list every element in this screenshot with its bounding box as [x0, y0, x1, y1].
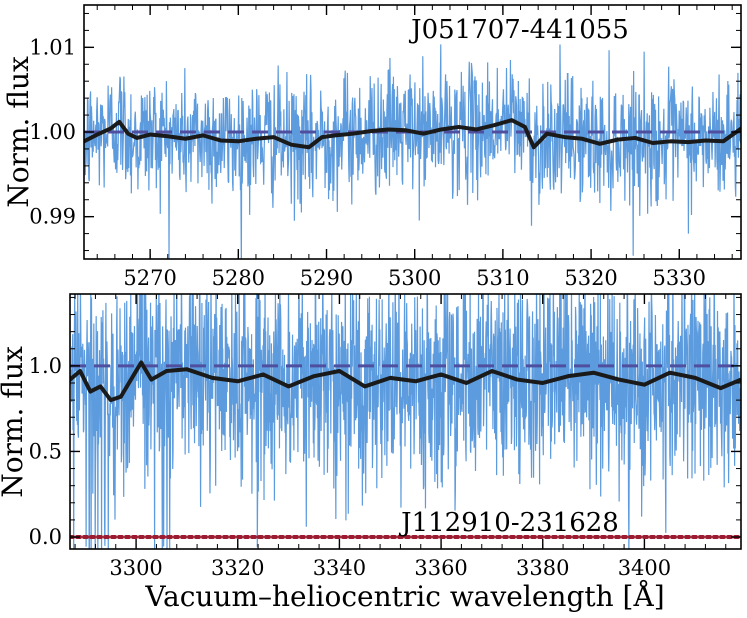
- panel-bottom-plot-area: [70, 294, 741, 549]
- x-tick-label: 5300: [388, 266, 441, 290]
- panel-top-plot-area: [84, 44, 741, 259]
- panel-top: 5270 5280 5290 5300 5310 5320 5330 0.99 1.00 1.01…: [2, 4, 742, 290]
- x-tick-label: 5320: [564, 266, 617, 290]
- y-tick-label: 1.00: [29, 120, 76, 144]
- y-tick-label: 0.99: [29, 205, 76, 229]
- x-tick-label: 5280: [212, 266, 265, 290]
- x-tick-label: 3400: [618, 556, 671, 580]
- y-tick-label: 1.01: [29, 35, 76, 59]
- shared-xlabel: Vacuum–heliocentric wavelength [Å]: [144, 580, 664, 613]
- panel-bottom-ticks: 3300 3320 3340 3360 3380 3400 0.0 0.5 1.0: [29, 294, 741, 580]
- x-tick-label: 3320: [211, 556, 264, 580]
- panel-bottom-ylabel: Norm. flux: [0, 346, 29, 498]
- x-tick-label: 3300: [109, 556, 162, 580]
- x-tick-label: 5270: [123, 266, 176, 290]
- x-tick-label: 5330: [653, 266, 706, 290]
- panel-bottom-frame: [69, 293, 742, 550]
- series-smoothed: [70, 360, 741, 403]
- panel-top-title: J051707-441055: [408, 15, 629, 45]
- panel-top-frame: [83, 4, 742, 260]
- y-tick-label: 0.5: [29, 439, 62, 463]
- x-tick-label: 3360: [414, 556, 467, 580]
- y-tick-label: 1.0: [29, 354, 62, 378]
- panel-top-ylabel: Norm. flux: [2, 56, 35, 208]
- x-tick-label: 3380: [516, 556, 569, 580]
- x-tick-label: 5310: [476, 266, 529, 290]
- panel-bottom: 3300 3320 3340 3360 3380 3400 0.0 0.5 1.0 J11291…: [0, 293, 742, 580]
- series-spectrum: [84, 44, 741, 259]
- y-tick-label: 0.0: [29, 525, 62, 549]
- x-tick-label: 3340: [313, 556, 366, 580]
- x-tick-label: 5290: [300, 266, 353, 290]
- panel-top-ticks: 5270 5280 5290 5300 5310 5320 5330 0.99 1.00 1.01: [29, 5, 741, 290]
- series-spectrum: [70, 294, 741, 549]
- panel-bottom-title: J112910-231628: [398, 508, 619, 538]
- series-smoothed: [84, 118, 741, 150]
